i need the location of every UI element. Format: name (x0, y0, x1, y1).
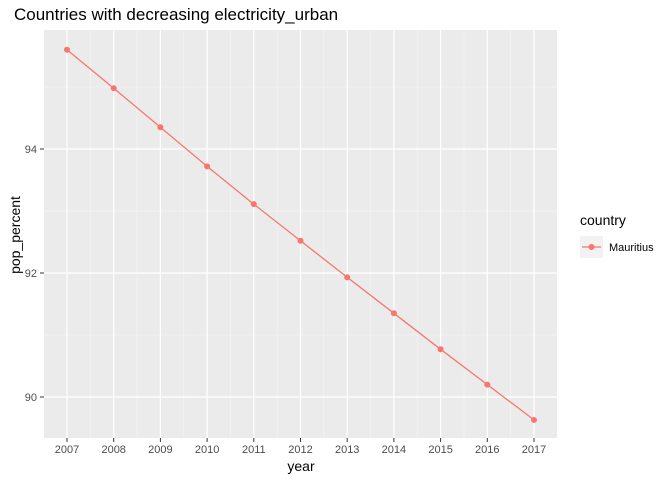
major-gridlines (44, 30, 557, 438)
x-tick-label: 2012 (288, 444, 312, 456)
y-tick-label: 92 (25, 268, 37, 280)
x-tick-label: 2013 (335, 444, 359, 456)
legend-label: Mauritius (609, 242, 654, 254)
x-tick-label: 2008 (101, 444, 125, 456)
y-tick-label: 94 (25, 144, 37, 156)
x-tick-label: 2017 (522, 444, 546, 456)
x-tick-label: 2007 (55, 444, 79, 456)
y-axis: 90 92 94 (25, 144, 44, 404)
y-tick-label: 90 (25, 392, 37, 404)
x-tick-label: 2009 (148, 444, 172, 456)
data-point (157, 124, 164, 131)
data-point (390, 310, 397, 317)
data-point (484, 381, 491, 388)
y-axis-title: pop_percent (7, 196, 23, 274)
x-axis: 2007 2008 2009 2010 2011 2012 2013 2014 2015 2016… (55, 438, 546, 456)
data-point (110, 85, 117, 92)
data-point (64, 46, 70, 53)
chart-title: Countries with decreasing electricity_ur… (14, 5, 338, 24)
legend-key-point (588, 244, 595, 250)
data-point (344, 274, 351, 281)
x-tick-label: 2014 (382, 444, 406, 456)
data-point (437, 346, 444, 353)
x-tick-label: 2016 (475, 444, 499, 456)
legend-title: country (580, 212, 626, 228)
data-point (531, 416, 537, 423)
data-point (204, 163, 211, 170)
x-tick-label: 2010 (195, 444, 219, 456)
x-axis-title: year (287, 458, 315, 474)
data-point (250, 201, 257, 208)
x-tick-label: 2011 (242, 444, 266, 456)
data-point (297, 237, 304, 244)
x-tick-label: 2015 (428, 444, 452, 456)
legend: country Mauritius (580, 212, 654, 258)
series-layer (64, 46, 537, 423)
